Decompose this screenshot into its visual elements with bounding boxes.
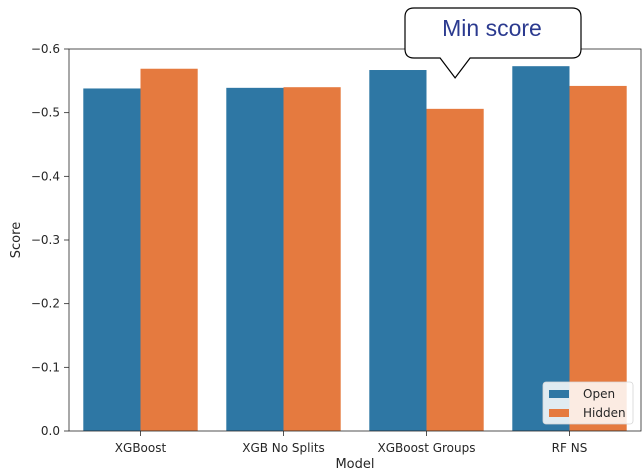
bars-layer [83, 66, 627, 432]
y-axis: 0.0 −0.1 −0.2 −0.3 −0.4 −0.5 −0.6 [31, 42, 69, 438]
x-tick-label: RF NS [552, 441, 588, 455]
bar-open-3 [512, 66, 570, 431]
y-tick-label: −0.1 [31, 360, 60, 374]
bar-open-2 [369, 70, 427, 431]
x-axis-label: Model [335, 457, 374, 472]
y-tick-label: −0.2 [31, 297, 60, 311]
bar-open-1 [226, 87, 284, 431]
callout-text: Min score [442, 15, 542, 41]
min-score-callout: Min score [404, 7, 582, 79]
y-tick-label: 0.0 [41, 424, 60, 438]
y-tick-label: −0.4 [31, 169, 60, 183]
bar-open-0 [83, 88, 141, 432]
x-tick-label: XGBoost Groups [378, 441, 476, 455]
y-tick-label: −0.3 [31, 233, 60, 247]
legend-label-hidden: Hidden [583, 406, 626, 420]
y-tick-label: −0.6 [31, 42, 60, 56]
legend-swatch-open [549, 390, 569, 398]
bar-hidden-0 [140, 68, 198, 431]
bar-hidden-1 [283, 87, 341, 431]
legend: Open Hidden [542, 381, 634, 425]
bar-hidden-2 [426, 108, 484, 431]
legend-label-open: Open [583, 387, 615, 401]
x-tick-label: XGBoost [115, 441, 167, 455]
callout-bubble [404, 7, 582, 79]
y-axis-label: Score [9, 222, 24, 258]
bar-hidden-3 [569, 85, 627, 431]
x-axis: XGBoost XGB No Splits XGBoost Groups RF NS [115, 431, 588, 455]
y-tick-label: −0.5 [31, 106, 60, 120]
x-tick-label: XGB No Splits [242, 441, 325, 455]
legend-swatch-hidden [549, 409, 569, 417]
